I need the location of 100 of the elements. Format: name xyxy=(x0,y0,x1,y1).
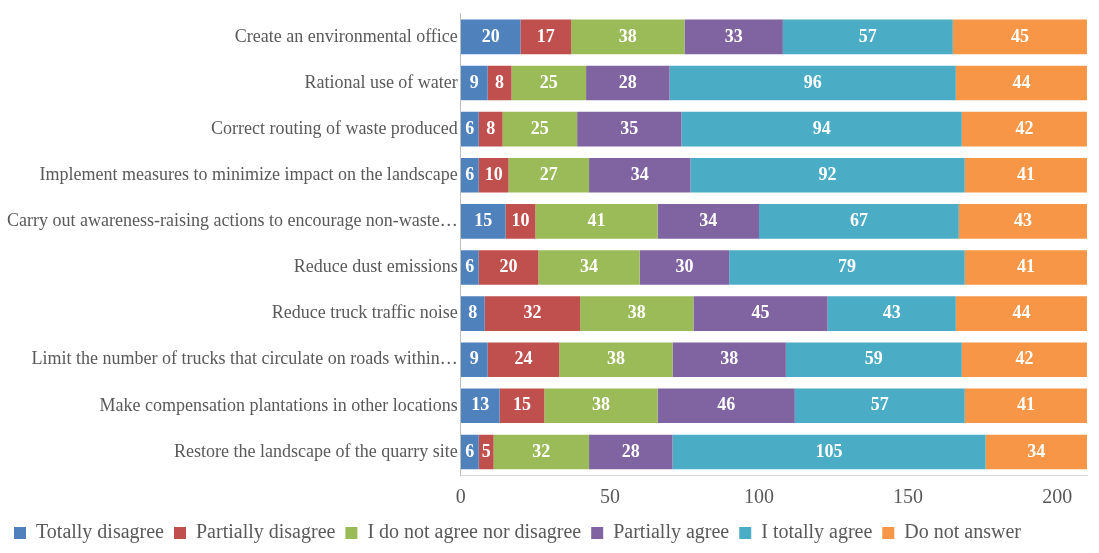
x-tick-label: 100 xyxy=(744,485,775,508)
legend-label: I totally agree xyxy=(761,520,873,544)
x-tick-label: 0 xyxy=(455,485,466,508)
data-label: 34 xyxy=(699,210,718,230)
x-tick-label: 200 xyxy=(1042,485,1073,508)
bar xyxy=(508,157,590,193)
y-tick-label: Implement measures to minimize impact on the landscape xyxy=(39,163,458,184)
data-label: 38 xyxy=(606,348,625,369)
bar xyxy=(502,111,578,147)
bar xyxy=(511,65,587,101)
data-label: 105 xyxy=(815,440,843,461)
bar xyxy=(484,296,581,331)
bar xyxy=(961,342,1087,377)
bar xyxy=(952,19,1087,55)
data-label: 38 xyxy=(627,302,646,323)
bar xyxy=(785,342,962,377)
bar xyxy=(729,250,965,285)
bar xyxy=(544,388,658,424)
y-tick-label: Limit the number of trucks that circulate on roads within… xyxy=(31,348,458,369)
data-label: 45 xyxy=(751,302,770,323)
legend-label: Totally disagree xyxy=(36,520,165,544)
data-label: 44 xyxy=(1012,302,1031,323)
data-label: 15 xyxy=(512,394,531,415)
data-label: 17 xyxy=(536,25,555,46)
data-label: 41 xyxy=(1016,163,1035,184)
bar xyxy=(460,19,521,55)
data-label: 43 xyxy=(882,302,901,323)
bar xyxy=(657,388,795,424)
bar xyxy=(639,250,730,285)
bar xyxy=(681,111,962,147)
y-tick-label: Correct routing of waste produced xyxy=(210,117,458,138)
x-tick-label: 50 xyxy=(599,485,620,508)
data-label: 43 xyxy=(1013,210,1032,230)
y-tick-label: Restore the landscape of the quarry site xyxy=(173,440,458,461)
data-label: 34 xyxy=(580,256,599,277)
data-label: 42 xyxy=(1015,117,1034,138)
data-label: 57 xyxy=(858,25,877,46)
data-label: 44 xyxy=(1012,71,1031,92)
legend-label: Partially disagree xyxy=(196,520,336,544)
bar xyxy=(693,296,828,331)
data-label: 46 xyxy=(717,394,736,415)
bar xyxy=(985,434,1087,470)
data-label: 38 xyxy=(618,25,637,46)
data-label: 9 xyxy=(469,71,479,92)
data-label: 96 xyxy=(803,71,822,92)
bar xyxy=(559,342,673,377)
data-label: 67 xyxy=(849,210,868,230)
data-label: 35 xyxy=(620,117,639,138)
data-label: 34 xyxy=(630,163,649,184)
bar xyxy=(535,204,658,239)
data-label: 5 xyxy=(481,440,491,461)
data-label: 28 xyxy=(621,440,640,461)
y-tick-label: Carry out awareness-raising actions to encourage non-waste… xyxy=(7,210,458,231)
bar xyxy=(460,296,485,331)
bar xyxy=(460,204,506,239)
bar xyxy=(571,19,685,55)
data-label: 6 xyxy=(465,163,475,184)
bar xyxy=(958,204,1087,239)
bar xyxy=(589,157,691,193)
data-label: 20 xyxy=(499,256,518,277)
bar xyxy=(794,388,965,424)
data-label: 33 xyxy=(724,25,743,46)
data-label: 38 xyxy=(591,394,610,415)
bar xyxy=(690,157,965,193)
data-label: 9 xyxy=(469,348,479,369)
bar xyxy=(538,250,640,285)
legend-label: Do not answer xyxy=(904,520,1022,543)
bar xyxy=(669,65,956,101)
legend-label: Partially agree xyxy=(613,520,730,544)
bar xyxy=(577,111,682,147)
bar xyxy=(478,250,539,285)
bar xyxy=(493,434,590,470)
data-label: 10 xyxy=(511,210,530,230)
y-tick-label: Rational use of water xyxy=(304,71,458,92)
data-label: 45 xyxy=(1010,25,1029,46)
data-label: 42 xyxy=(1015,348,1034,369)
data-label: 59 xyxy=(864,348,883,369)
data-label: 32 xyxy=(523,302,542,323)
data-label: 6 xyxy=(465,440,475,461)
data-label: 25 xyxy=(530,117,549,138)
bar xyxy=(460,342,488,377)
bar xyxy=(672,342,786,377)
data-label: 8 xyxy=(486,117,496,138)
bar xyxy=(672,434,986,470)
y-tick-label: Reduce truck traffic noise xyxy=(271,302,458,323)
data-label: 38 xyxy=(720,348,739,369)
bar xyxy=(955,65,1087,101)
data-label: 92 xyxy=(818,163,837,184)
data-label: 41 xyxy=(1016,256,1035,277)
data-label: 41 xyxy=(1016,394,1035,415)
bar xyxy=(520,19,572,55)
bar xyxy=(964,388,1087,424)
bar xyxy=(782,19,953,55)
bar xyxy=(964,250,1087,285)
data-label: 28 xyxy=(618,71,637,92)
data-label: 24 xyxy=(514,348,533,369)
data-label: 6 xyxy=(465,117,475,138)
data-label: 27 xyxy=(539,163,558,184)
data-label: 57 xyxy=(870,394,889,415)
data-label: 30 xyxy=(675,256,694,277)
